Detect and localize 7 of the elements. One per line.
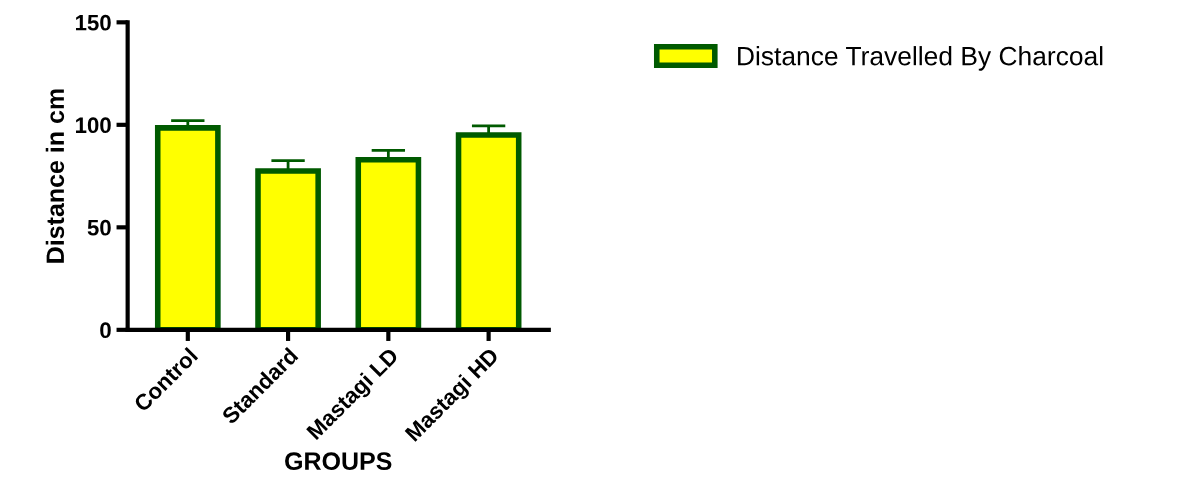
y-axis-title: Distance in cm <box>45 89 65 263</box>
legend-label: Distance Travelled By Charcoal <box>738 46 1103 71</box>
x-axis-title: GROUPS <box>285 452 392 471</box>
y-tick-label: 50 <box>87 219 111 236</box>
y-tick-label: 0 <box>100 322 111 339</box>
y-tick-label: 100 <box>76 117 111 134</box>
y-tick-label: 150 <box>76 14 111 31</box>
